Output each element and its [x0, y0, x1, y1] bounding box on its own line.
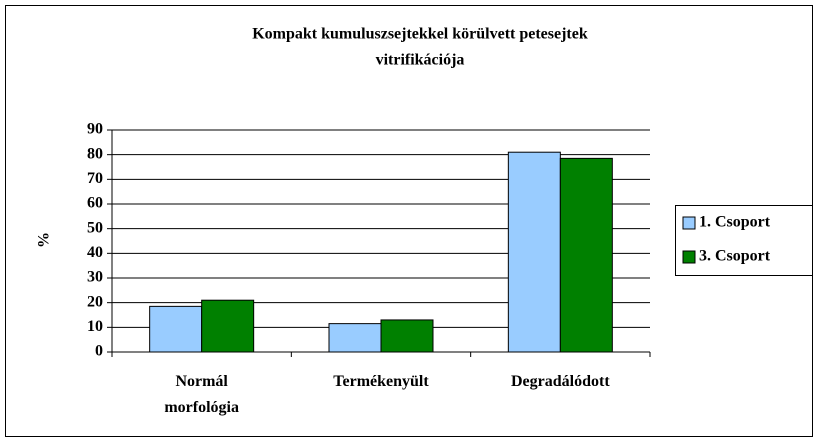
bar [201, 299, 255, 353]
x-tick-label: Degradálódott [511, 373, 610, 390]
chart-title: Kompakt kumuluszsejtekkel körülvett pete… [252, 26, 588, 43]
y-tick-label: 10 [87, 318, 103, 335]
y-tick-label: 50 [87, 219, 103, 236]
chart-title: vitrifikációja [376, 52, 465, 69]
legend-label: 1. Csoport [699, 214, 771, 231]
y-tick-label: 80 [87, 145, 103, 162]
y-tick-label: 0 [95, 343, 103, 360]
legend-swatch [682, 250, 696, 264]
bar [380, 319, 434, 353]
x-tick-label: Normál morfológia [164, 373, 239, 416]
bar [328, 323, 382, 353]
legend-box [675, 205, 813, 276]
y-axis-label: % [36, 232, 53, 248]
y-tick-label: 90 [87, 121, 103, 138]
x-tick-label: Termékenyült [333, 373, 429, 390]
legend-label: 3. Csoport [699, 248, 771, 265]
legend-swatch [682, 216, 696, 230]
y-tick-label: 40 [87, 244, 103, 261]
y-tick-label: 30 [87, 269, 103, 286]
bar [559, 157, 613, 353]
bar [149, 305, 203, 353]
y-tick-label: 20 [87, 293, 103, 310]
bar [507, 151, 561, 353]
y-tick-label: 70 [87, 170, 103, 187]
y-tick-label: 60 [87, 195, 103, 212]
